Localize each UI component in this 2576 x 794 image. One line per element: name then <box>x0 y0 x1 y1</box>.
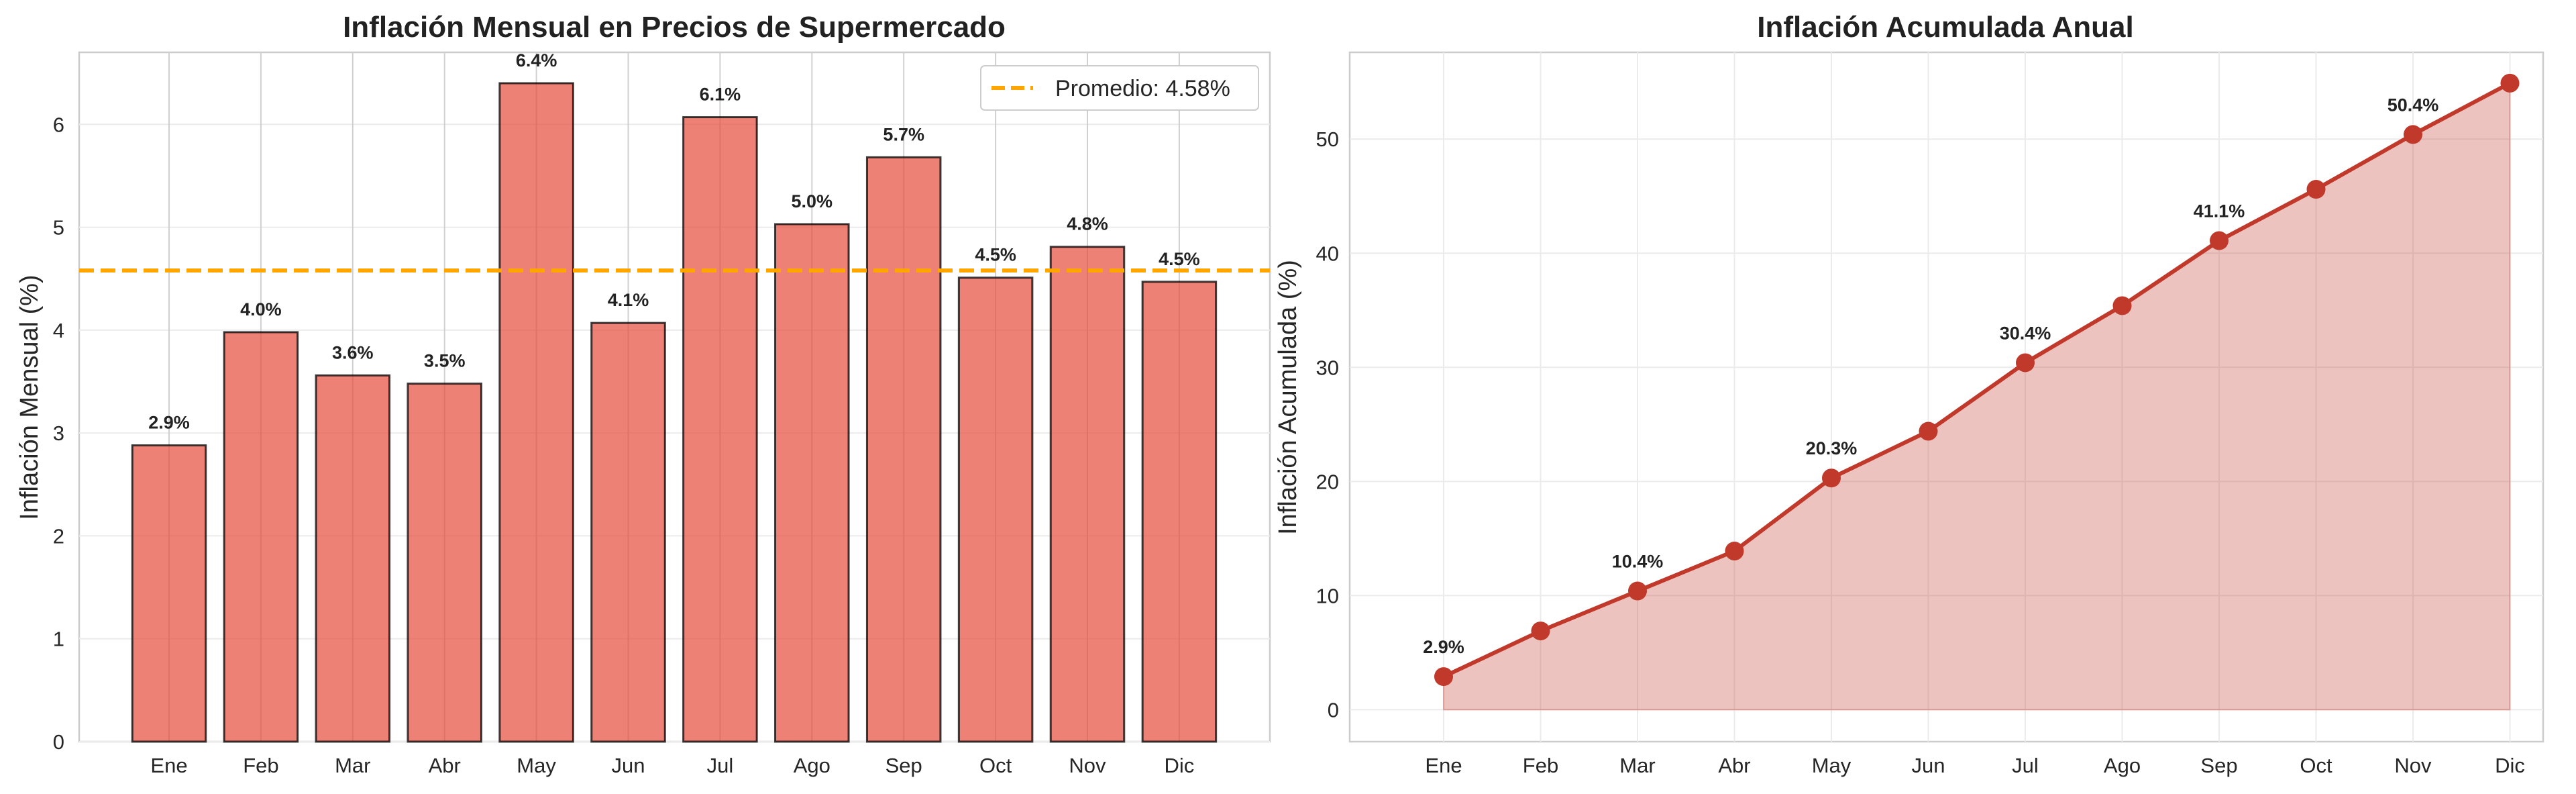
y-tick-label: 50 <box>1316 128 1339 151</box>
data-point <box>2210 231 2229 250</box>
x-tick-label: Jun <box>1912 754 1945 777</box>
x-tick-label: Nov <box>1069 754 1106 777</box>
x-tick-label: Abr <box>1718 754 1750 777</box>
data-label: 20.3% <box>1806 438 1858 458</box>
x-tick-label: May <box>1812 754 1851 777</box>
x-tick-label: Jun <box>612 754 645 777</box>
bar <box>1049 246 1126 743</box>
data-label: 4.8% <box>1067 214 1108 234</box>
x-tick-label: Feb <box>1523 754 1558 777</box>
data-label: 3.5% <box>424 351 466 371</box>
data-point <box>1531 622 1550 641</box>
data-point <box>2016 353 2035 373</box>
data-label: 2.9% <box>1423 637 1464 657</box>
y-tick-label: 20 <box>1316 470 1339 493</box>
chart-title: Inflación Mensual en Precios de Supermer… <box>343 11 1006 44</box>
data-label: 4.0% <box>240 299 282 319</box>
y-axis-label: Inflación Mensual (%) <box>15 275 44 519</box>
data-point <box>1725 542 1744 561</box>
legend: Promedio: 4.58% <box>980 65 1259 111</box>
y-tick-label: 5 <box>53 216 64 240</box>
x-tick-label: Jul <box>2012 754 2039 777</box>
x-tick-label: Ene <box>150 754 187 777</box>
legend-label: Promedio: 4.58% <box>1055 76 1230 101</box>
data-point <box>2404 125 2422 144</box>
data-point <box>1628 581 1647 601</box>
data-label: 5.0% <box>792 191 833 211</box>
data-point <box>1822 468 1841 488</box>
cumulative-inflation-chart: Inflación Acumulada Anual Inflación Acum… <box>1274 11 2544 777</box>
x-tick-label: Ene <box>1425 754 1462 777</box>
x-tick-label: Dic <box>1165 754 1195 777</box>
data-label: 3.6% <box>332 342 374 362</box>
bar <box>774 223 850 743</box>
bar <box>498 82 574 743</box>
x-tick-label: Ago <box>794 754 830 777</box>
x-tick-label: Sep <box>885 754 922 777</box>
data-label: 10.4% <box>1612 552 1664 572</box>
bar <box>315 374 391 743</box>
monthly-inflation-chart: Inflación Mensual en Precios de Supermer… <box>15 11 1271 777</box>
x-tick-label: Nov <box>2394 754 2432 777</box>
bar <box>407 383 482 743</box>
x-tick-label: Mar <box>1619 754 1655 777</box>
y-axis-label: Inflación Acumulada (%) <box>1274 260 1302 535</box>
bar <box>957 277 1034 743</box>
bar <box>223 331 299 743</box>
x-tick-label: Oct <box>979 754 1012 777</box>
data-label: 4.5% <box>1159 249 1200 269</box>
data-label: 6.4% <box>516 50 557 70</box>
x-tick-label: Dic <box>2495 754 2525 777</box>
y-tick-label: 30 <box>1316 356 1339 379</box>
y-tick-label: 2 <box>53 524 64 548</box>
data-label: 6.1% <box>700 85 741 105</box>
y-tick-label: 10 <box>1316 584 1339 607</box>
data-label: 4.5% <box>975 245 1016 265</box>
data-label: 30.4% <box>2000 323 2051 343</box>
bar <box>1141 281 1218 743</box>
x-tick-label: May <box>517 754 556 777</box>
data-label: 2.9% <box>148 413 190 433</box>
data-label: 50.4% <box>2387 95 2439 115</box>
bar <box>590 321 666 743</box>
y-tick-label: 0 <box>53 730 64 754</box>
x-tick-label: Mar <box>335 754 370 777</box>
bar <box>131 444 207 743</box>
data-point <box>1919 421 1938 441</box>
y-tick-label: 1 <box>53 628 64 651</box>
x-tick-label: Ago <box>2104 754 2141 777</box>
y-tick-label: 0 <box>1328 698 1339 722</box>
x-tick-label: Jul <box>707 754 734 777</box>
x-tick-label: Abr <box>429 754 461 777</box>
y-tick-label: 3 <box>53 421 64 445</box>
y-tick-label: 6 <box>53 113 64 136</box>
chart-title: Inflación Acumulada Anual <box>1757 11 2133 44</box>
x-tick-label: Sep <box>2200 754 2237 777</box>
data-point <box>1434 667 1453 687</box>
data-point <box>2500 73 2520 93</box>
data-label: 5.7% <box>883 124 924 144</box>
data-label: 4.1% <box>608 290 649 310</box>
data-point <box>2112 296 2132 315</box>
data-point <box>2306 180 2326 199</box>
y-tick-label: 40 <box>1316 242 1339 265</box>
bar <box>865 156 942 743</box>
bar <box>682 116 758 743</box>
data-label: 41.1% <box>2194 201 2245 221</box>
cumulative-line <box>1442 81 2511 679</box>
x-tick-label: Oct <box>2300 754 2332 777</box>
x-tick-label: Feb <box>243 754 278 777</box>
y-tick-label: 4 <box>53 319 64 342</box>
